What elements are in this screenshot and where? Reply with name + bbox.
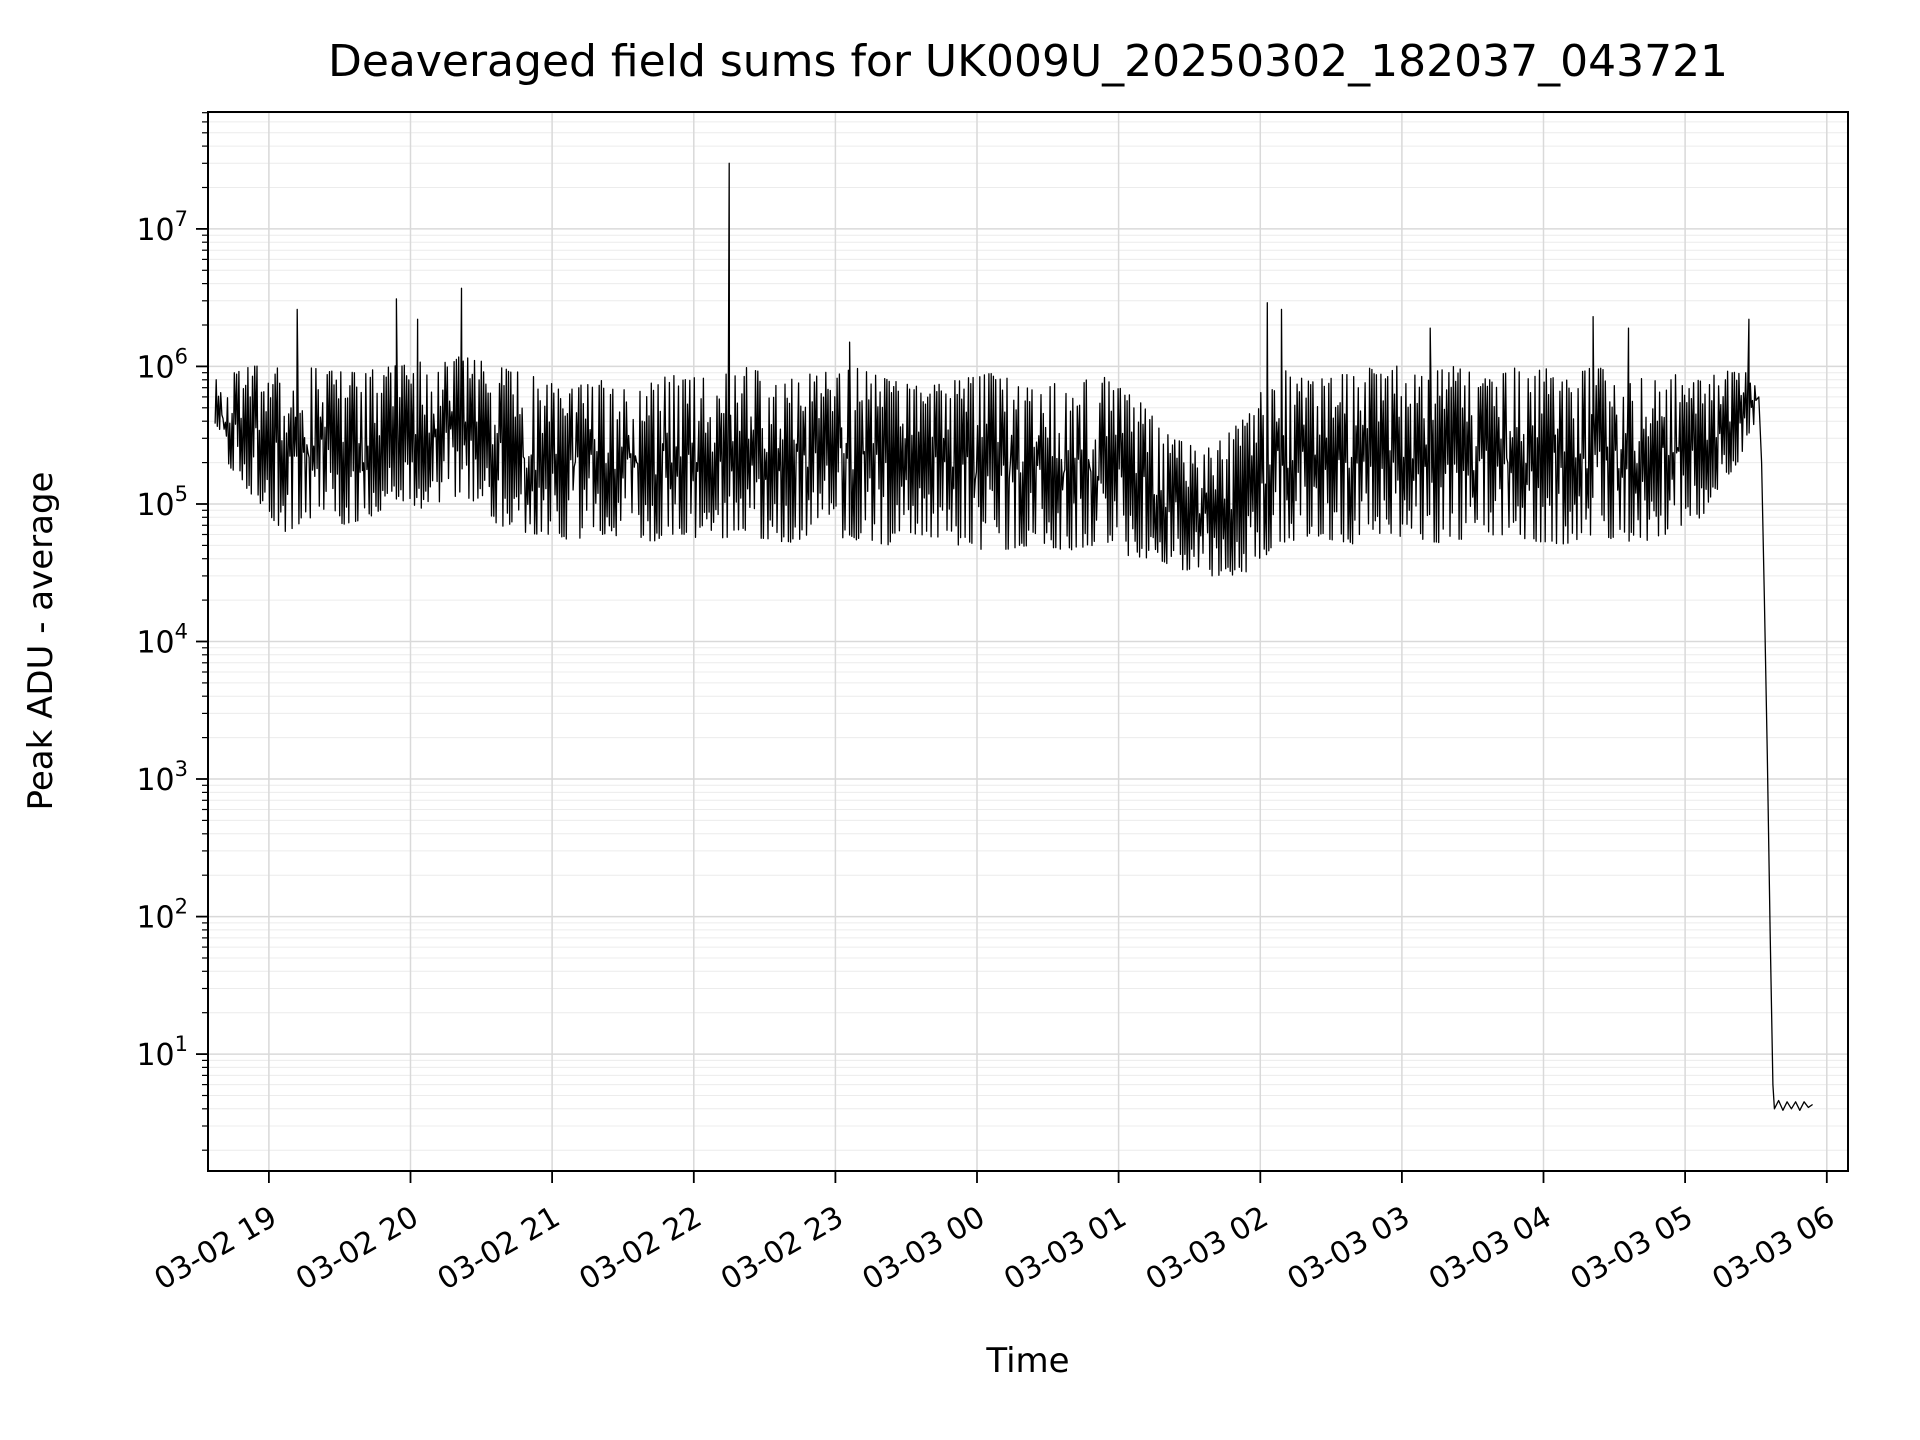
x-tick-label: 03-02 19 <box>149 1200 283 1298</box>
x-tick-label: 03-03 03 <box>1282 1200 1416 1298</box>
x-tick-label: 03-02 23 <box>715 1200 849 1298</box>
x-axis-label: Time <box>985 1341 1069 1381</box>
x-tick-label: 03-02 22 <box>573 1200 707 1298</box>
y-tick-label: 103 <box>136 757 188 798</box>
chart-title: Deaveraged field sums for UK009U_2025030… <box>328 36 1728 87</box>
data-series-line <box>214 162 1813 1111</box>
y-axis-label: Peak ADU - average <box>21 472 61 811</box>
tick-layer <box>196 112 1828 1183</box>
x-tick-label: 03-02 20 <box>290 1200 424 1298</box>
x-tick-label: 03-03 05 <box>1565 1200 1699 1298</box>
y-tick-label: 104 <box>136 620 188 661</box>
y-tick-label: 106 <box>136 344 188 385</box>
x-tick-label: 03-02 21 <box>432 1200 566 1298</box>
x-tick-label: 03-03 02 <box>1140 1200 1274 1298</box>
y-tick-label: 107 <box>136 207 188 248</box>
x-tick-label: 03-03 01 <box>998 1200 1132 1298</box>
x-tick-label: 03-03 00 <box>857 1200 991 1298</box>
y-tick-label: 105 <box>136 482 188 523</box>
grid-layer <box>208 112 1848 1171</box>
y-tick-label: 101 <box>136 1032 188 1073</box>
y-tick-label: 102 <box>136 895 188 936</box>
x-tick-label: 03-03 04 <box>1423 1200 1557 1298</box>
x-tick-label: 03-03 06 <box>1706 1200 1840 1298</box>
series-layer <box>214 162 1813 1111</box>
